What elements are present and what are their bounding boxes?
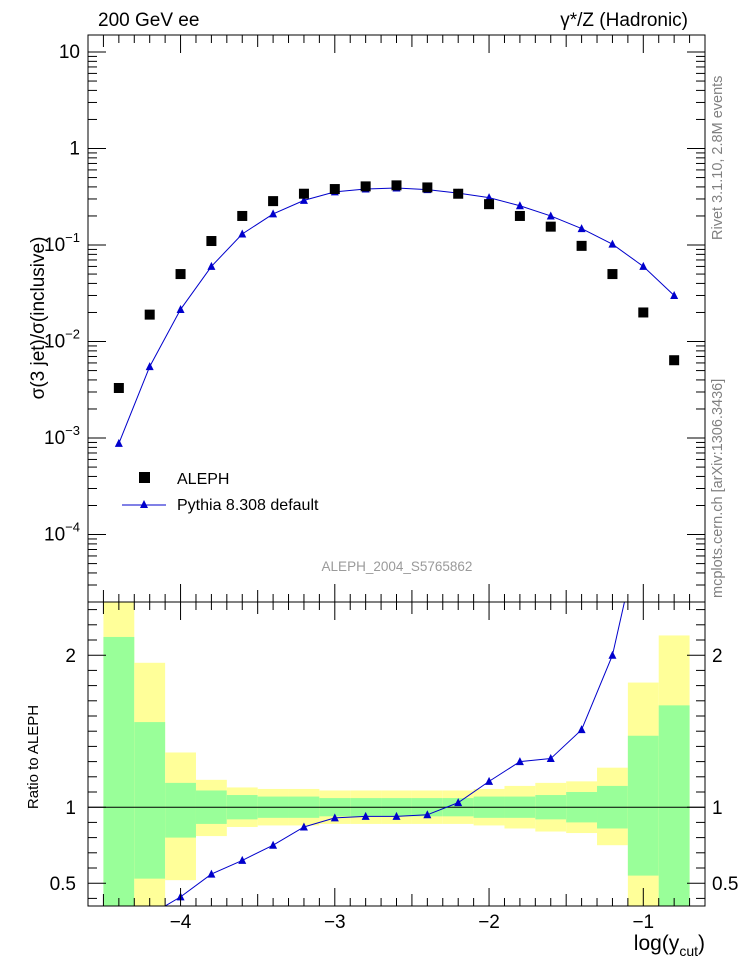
ratio-point-8 [361, 811, 370, 820]
pythia-point-3 [207, 261, 216, 270]
ratio-point-13 [515, 757, 524, 766]
ratio-point-10 [423, 810, 432, 819]
inner-band-2 [165, 782, 196, 838]
main-frame [87, 34, 706, 603]
ratio-point-7 [330, 813, 339, 822]
ratio-point-12 [485, 776, 494, 785]
x-ticks: −4 −3 −2 −1 [87, 35, 706, 933]
main-ytick-label: 10−1 [44, 230, 80, 256]
legend-pythia-label: Pythia 8.308 default [177, 497, 319, 514]
ratio-point-4 [238, 855, 247, 864]
aleph-point-18 [669, 355, 680, 366]
aleph-point-9 [391, 180, 402, 191]
x-tick-label: −1 [632, 912, 654, 933]
main-ytick-label: 10−3 [44, 423, 80, 449]
inner-band-1 [134, 722, 166, 879]
pythia-point-14 [546, 211, 555, 220]
main-ytick-label: 10 [59, 42, 80, 63]
aleph-point-12 [484, 199, 495, 210]
pythia-curve [118, 187, 675, 444]
pythia-point-6 [299, 195, 308, 204]
pythia-point-18 [670, 290, 679, 299]
energy-label: 200 GeV ee [98, 10, 199, 31]
aleph-point-0 [113, 382, 124, 393]
ratio-point-16 [608, 650, 617, 659]
pythia-point-12 [485, 193, 494, 202]
inner-band-18 [658, 705, 690, 906]
x-axis-label: log(ycut) [634, 932, 705, 959]
aleph-point-2 [175, 269, 186, 280]
pythia-point-4 [238, 229, 247, 238]
aleph-point-17 [638, 307, 649, 318]
rivet-version-label: Rivet 3.1.10, 2.8M events [710, 76, 726, 240]
ratio-point-6 [299, 822, 308, 831]
aleph-point-14 [545, 221, 556, 232]
ratio-point-15 [577, 725, 586, 734]
main-ytick-label: 10−2 [44, 327, 80, 353]
ratio-ytick-label-right: 0.5 [712, 874, 738, 895]
legend-aleph-marker [139, 472, 150, 483]
aleph-point-13 [514, 210, 525, 221]
ratio-ytick-label-left: 2 [65, 646, 76, 667]
ratio-ytick-label-right: 1 [712, 798, 723, 819]
aleph-point-1 [144, 309, 155, 320]
ratio-y-axis-label: Ratio to ALEPH [25, 705, 42, 809]
aleph-point-6 [298, 188, 309, 199]
ratio-ytick-label-right: 2 [712, 646, 723, 667]
legend-aleph-label: ALEPH [177, 471, 229, 488]
ratio-point-11 [454, 798, 463, 807]
aleph-point-10 [422, 182, 433, 193]
legend-pythia-marker [140, 500, 148, 508]
main-ytick-label: 10−4 [44, 520, 80, 546]
uncertainty-bands [103, 602, 690, 906]
aleph-point-16 [607, 269, 618, 280]
mcplots-label: mcplots.cern.ch [arXiv:1306.3436] [710, 379, 726, 598]
x-tick-label: −4 [170, 912, 192, 933]
ratio-ytick-label-left: 0.5 [50, 874, 76, 895]
process-label: γ*/Z (Hadronic) [560, 10, 688, 31]
main-y-ticks: 10−4 10−3 10−2 10−1 1 10 [44, 42, 705, 603]
ratio-point-9 [392, 811, 401, 820]
main-ytick-label: 1 [69, 139, 80, 160]
aleph-point-3 [206, 236, 217, 247]
main-plot: 10−4 10−3 10−2 10−1 1 10 [44, 34, 706, 603]
analysis-watermark: ALEPH_2004_S5765862 [322, 559, 473, 574]
ratio-point-5 [269, 840, 278, 849]
legend: ALEPH Pythia 8.308 default [122, 471, 319, 514]
aleph-point-5 [268, 196, 279, 207]
pythia-point-16 [608, 239, 617, 248]
aleph-point-4 [237, 210, 248, 221]
pythia-point-17 [639, 261, 648, 270]
pythia-point-15 [577, 224, 586, 233]
x-tick-label: −3 [324, 912, 346, 933]
ratio-point-3 [207, 869, 216, 878]
aleph-point-7 [329, 184, 340, 195]
pythia-point-0 [114, 438, 123, 447]
x-tick-label: −2 [478, 912, 500, 933]
aleph-point-11 [453, 188, 464, 199]
inner-band-17 [627, 735, 659, 876]
ratio-y-ticks: 0.5 0.5 1 1 2 2 [50, 609, 738, 899]
ratio-ytick-label-left: 1 [65, 798, 76, 819]
pythia-point-1 [145, 362, 154, 371]
pythia-point-13 [515, 201, 524, 210]
inner-band-0 [103, 636, 135, 906]
main-y-axis-label: σ(3 jet)/σ(inclusive) [28, 237, 49, 400]
pythia-point-5 [269, 209, 278, 218]
aleph-point-15 [576, 240, 587, 251]
pythia-point-2 [176, 304, 185, 313]
ratio-point-14 [546, 754, 555, 763]
aleph-point-8 [360, 181, 371, 192]
ratio-plot: −4 −3 −2 −1 0.5 0.5 1 1 2 2 [50, 35, 738, 933]
